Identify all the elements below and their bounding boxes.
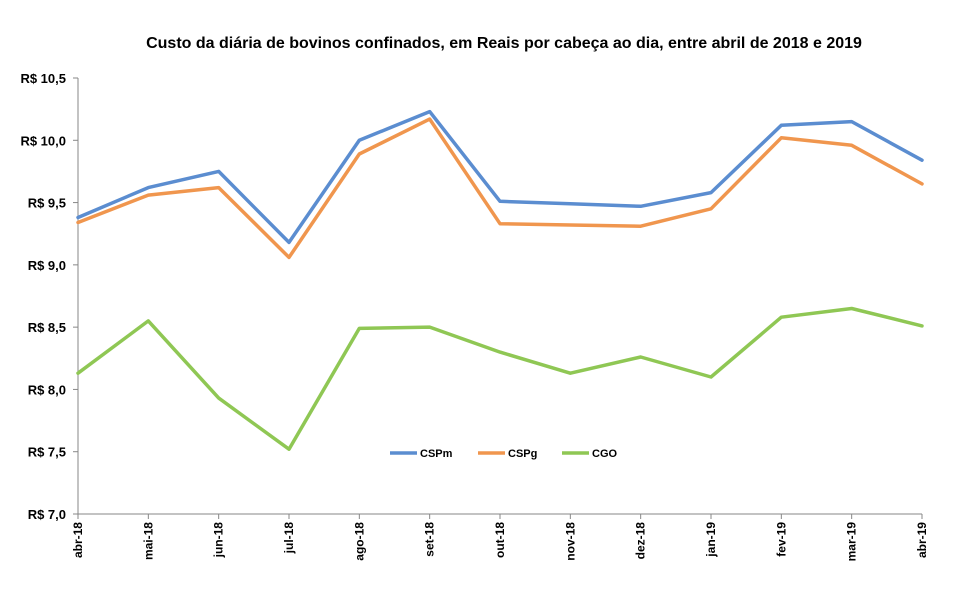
y-tick-label: R$ 8,0: [28, 382, 66, 397]
y-tick-label: R$ 9,0: [28, 258, 66, 273]
y-tick-label: R$ 10,0: [20, 133, 66, 148]
series-layer: [76, 109, 924, 451]
x-tick-label: abr-18: [71, 522, 85, 558]
x-tick-label: out-18: [493, 522, 507, 558]
y-tick-label: R$ 10,5: [20, 71, 66, 86]
x-tick-label: jul-18: [282, 522, 296, 555]
x-axis: abr-18 mai-18 jun-18 jul-18 ago-18 set-18 out-…: [71, 513, 929, 562]
legend-label-cspg: CSPg: [508, 448, 537, 460]
series-line-cspm: [76, 109, 924, 245]
x-tick-label: ago-18: [352, 522, 366, 561]
x-tick-label: jan-19: [704, 522, 718, 558]
y-tick-label: R$ 7,0: [28, 507, 66, 522]
x-tick-label: set-18: [423, 522, 437, 557]
x-tick-label: dez-18: [634, 522, 648, 560]
x-tick-label: abr-19: [915, 522, 929, 558]
series-line-cspg: [76, 117, 924, 260]
y-tick-label: R$ 8,5: [28, 320, 66, 335]
y-tick-label: R$ 9,5: [28, 196, 66, 211]
y-tick-label: R$ 7,5: [28, 445, 66, 460]
x-tick-label: nov-18: [563, 522, 577, 561]
x-tick-label: mai-18: [141, 522, 155, 560]
x-tick-label: jun-18: [212, 522, 226, 559]
series-line-cgo: [76, 306, 924, 451]
x-tick-label: fev-19: [774, 522, 788, 557]
chart-title: Custo da diária de bovinos confinados, e…: [146, 35, 862, 52]
legend-label-cgo: CGO: [592, 448, 618, 460]
x-tick-label: mar-19: [845, 522, 859, 562]
legend: CSPm CSPg CGO: [390, 448, 618, 460]
legend-label-cspm: CSPm: [420, 448, 453, 460]
y-axis: R$ 7,0 R$ 7,5 R$ 8,0 R$ 8,5 R$ 9,0 R$ 9,5 R$ 1…: [20, 71, 79, 522]
